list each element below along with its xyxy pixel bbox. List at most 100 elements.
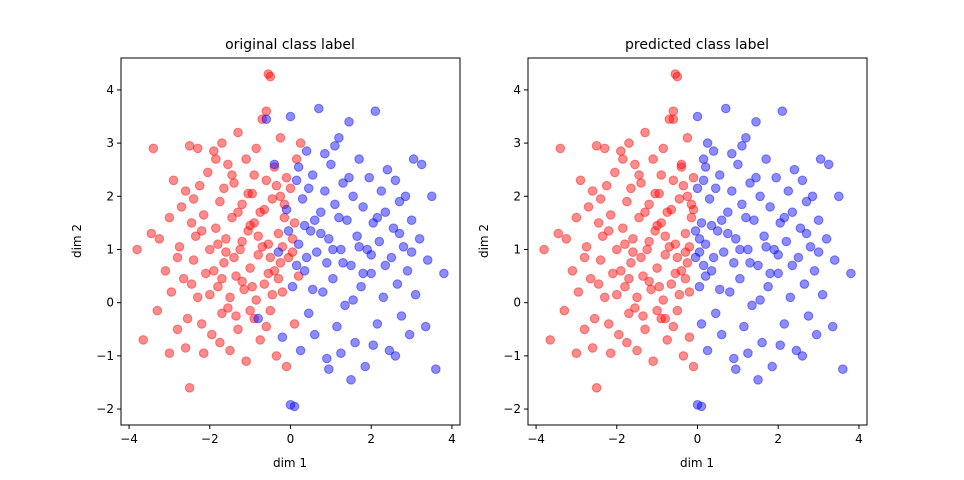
scatter-point (277, 332, 288, 343)
scatter-point (201, 268, 211, 279)
scatter-point (378, 292, 389, 303)
scatter-point (368, 340, 379, 351)
scatter-point (624, 138, 634, 148)
scatter-point (255, 207, 266, 217)
scatter-point (146, 228, 157, 239)
scatter-point (688, 204, 699, 215)
scatter-point (326, 159, 336, 170)
scatter-point (767, 361, 778, 372)
x-tick-label: 2 (367, 432, 375, 446)
scatter-point (229, 178, 239, 188)
scatter-point (733, 159, 743, 170)
scatter-point (640, 324, 650, 335)
scatter-point (160, 266, 171, 276)
scatter-point (670, 239, 681, 249)
scatter-point (152, 305, 163, 316)
scatter-point (184, 141, 195, 151)
scatter-point (620, 239, 630, 249)
scatter-point (727, 148, 737, 159)
scatter-point (676, 266, 687, 276)
scatter-point (737, 141, 747, 151)
scatter-point (668, 106, 679, 116)
scatter-point (394, 196, 405, 207)
scatter-point (787, 207, 798, 217)
scatter-point (799, 279, 810, 289)
scatter-point (406, 215, 417, 225)
scatter-point (595, 194, 606, 204)
scatter-point (241, 154, 251, 164)
scatter-point (680, 228, 691, 239)
scatter-point (605, 210, 616, 220)
scatter-point (404, 329, 415, 340)
scatter-point (392, 279, 403, 289)
scatter-point (301, 146, 312, 156)
scatter-point (269, 159, 280, 170)
scatter-point (589, 313, 600, 324)
scatter-point (271, 351, 282, 361)
scatter-point (626, 183, 636, 194)
scatter-point (259, 279, 270, 289)
scatter-point (243, 188, 253, 199)
scatter-point (336, 348, 346, 359)
scatter-point (676, 159, 687, 170)
scatter-point (314, 103, 324, 114)
scatter-point (215, 337, 225, 348)
scatter-point (281, 361, 292, 372)
scatter-point (747, 300, 757, 311)
scatter-point (180, 186, 191, 196)
scatter-point (350, 337, 360, 348)
scatter-point (277, 287, 288, 297)
scatter-point (634, 212, 644, 223)
scatter-point (581, 242, 592, 252)
scatter-point (168, 175, 179, 186)
y-tick-label: 3 (106, 136, 114, 150)
scatter-point (320, 148, 330, 159)
left-scatter-points (132, 69, 449, 412)
scatter-point (261, 114, 272, 124)
scatter-point (166, 287, 177, 297)
scatter-point (628, 234, 638, 244)
scatter-point (192, 292, 203, 303)
scatter-point (287, 281, 298, 292)
x-tick-label: −4 (527, 432, 545, 446)
scatter-point (164, 348, 175, 359)
scatter-point (801, 228, 812, 239)
scatter-point (763, 281, 773, 292)
scatter-point (567, 266, 578, 276)
scatter-point (783, 186, 794, 196)
scatter-point (765, 268, 775, 279)
scatter-point (233, 324, 243, 335)
scatter-point (648, 154, 658, 164)
scatter-point (638, 311, 648, 321)
scatter-point (223, 303, 233, 313)
scatter-point (702, 138, 713, 148)
scatter-point (251, 143, 262, 154)
scatter-point (769, 244, 780, 255)
scatter-point (708, 146, 719, 156)
scatter-point (221, 234, 231, 244)
scatter-point (773, 250, 784, 260)
scatter-point (706, 266, 717, 276)
scatter-point (291, 175, 302, 186)
scatter-point (642, 244, 652, 255)
scatter-point (368, 218, 379, 228)
y-tick-label: 0 (106, 296, 114, 310)
scatter-point (382, 164, 393, 175)
scatter-point (773, 268, 784, 279)
scatter-point (626, 258, 636, 268)
scatter-point (694, 234, 705, 244)
scatter-point (765, 202, 775, 212)
scatter-point (366, 268, 377, 279)
scatter-point (698, 175, 709, 186)
scatter-point (406, 247, 417, 257)
scatter-point (396, 311, 407, 321)
scatter-point (316, 207, 326, 217)
y-tick-label: 1 (513, 242, 521, 256)
scatter-point (640, 127, 650, 138)
scatter-point (779, 319, 790, 329)
scatter-point (838, 364, 848, 375)
scatter-point (318, 287, 328, 297)
scatter-point (237, 199, 247, 210)
scatter-point (344, 172, 354, 183)
scatter-point (771, 172, 782, 183)
